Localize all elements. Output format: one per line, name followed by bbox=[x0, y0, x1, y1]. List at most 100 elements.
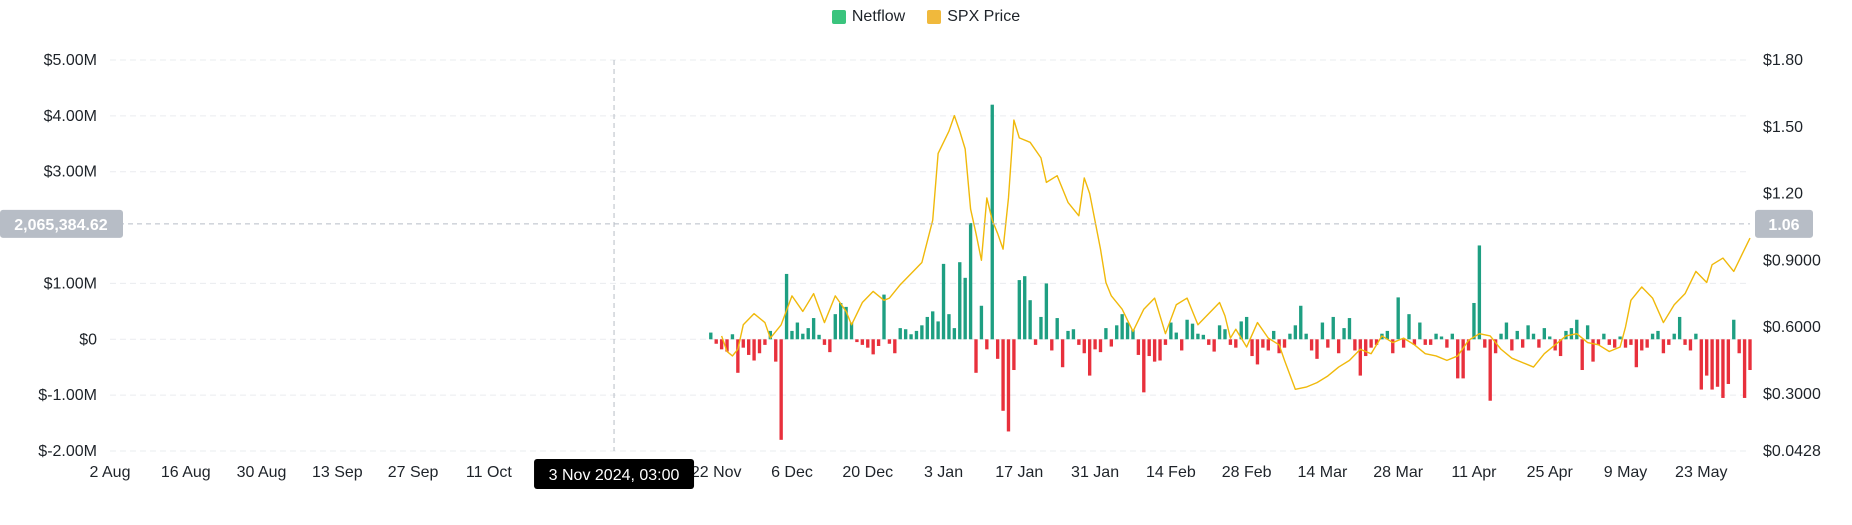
x-tick-label: 16 Aug bbox=[161, 464, 211, 481]
netflow-bar bbox=[1396, 297, 1400, 340]
netflow-bar bbox=[1342, 328, 1346, 340]
x-tick-label: 2 Aug bbox=[90, 464, 131, 481]
netflow-bar bbox=[1152, 339, 1157, 362]
netflow-bar bbox=[730, 334, 735, 340]
netflow-bar bbox=[882, 294, 886, 340]
x-tick-label: 14 Mar bbox=[1298, 464, 1348, 481]
netflow-bar bbox=[871, 339, 875, 355]
netflow-bar bbox=[714, 339, 718, 344]
netflow-bar bbox=[828, 339, 832, 353]
netflow-bar bbox=[1672, 333, 1676, 340]
netflow-bar bbox=[952, 328, 957, 340]
legend-item-netflow[interactable]: Netflow bbox=[831, 8, 906, 26]
netflow-bar bbox=[763, 339, 767, 345]
netflow-bar bbox=[1456, 339, 1460, 379]
x-tick-label: 3 Jan bbox=[924, 464, 963, 481]
netflow-bar bbox=[1244, 316, 1249, 340]
netflow-bar bbox=[1618, 336, 1622, 340]
x-tick-label: 20 Dec bbox=[842, 464, 893, 481]
netflow-bar bbox=[941, 263, 946, 340]
netflow-bar bbox=[801, 333, 805, 340]
netflow-bar bbox=[1477, 245, 1482, 340]
netflow-bar bbox=[1656, 330, 1660, 340]
netflow-bar bbox=[1742, 339, 1747, 398]
netflow-bar bbox=[844, 306, 848, 340]
netflow-bar bbox=[1715, 339, 1720, 387]
netflow-bar bbox=[833, 314, 837, 340]
netflow-bar bbox=[849, 322, 854, 340]
netflow-bar bbox=[1737, 339, 1741, 354]
netflow-bar bbox=[1185, 319, 1189, 340]
netflow-bar bbox=[1591, 339, 1595, 362]
netflow-bar bbox=[1326, 339, 1330, 348]
netflow-bar bbox=[979, 305, 984, 340]
y-left-tick-label: $3.00M bbox=[44, 164, 97, 181]
netflow-bar bbox=[1234, 339, 1238, 348]
netflow-bar bbox=[747, 339, 751, 355]
netflow-bar bbox=[784, 273, 789, 340]
netflow-bar bbox=[1207, 339, 1211, 345]
netflow-bar bbox=[1434, 333, 1438, 340]
netflow-bar bbox=[719, 339, 724, 350]
crosshair-right-value: 1.06 bbox=[1768, 217, 1799, 234]
netflow-bar bbox=[1732, 319, 1736, 340]
netflow-bar bbox=[822, 339, 827, 345]
netflow-bar bbox=[1228, 339, 1233, 345]
netflow-bar bbox=[860, 339, 865, 345]
netflow-bar bbox=[914, 330, 919, 340]
netflow-bar bbox=[1515, 330, 1519, 340]
y-right-tick-label: $0.9000 bbox=[1763, 252, 1821, 269]
legend-item-spx-price[interactable]: SPX Price bbox=[927, 8, 1020, 26]
netflow-bar bbox=[968, 223, 973, 340]
netflow-bar bbox=[795, 322, 800, 340]
netflow-bar bbox=[1385, 330, 1390, 340]
crosshair-left-badge bbox=[0, 209, 123, 238]
netflow-bar bbox=[1288, 333, 1292, 340]
x-tick-label: 30 Aug bbox=[237, 464, 287, 481]
netflow-bar bbox=[1466, 339, 1471, 351]
netflow-bar bbox=[1640, 339, 1644, 351]
netflow-bar bbox=[1050, 339, 1054, 351]
netflow-bar bbox=[1374, 339, 1379, 345]
netflow-bar bbox=[1369, 339, 1373, 348]
netflow-bar bbox=[1028, 300, 1032, 340]
legend-label-netflow: Netflow bbox=[851, 8, 906, 25]
netflow-bar bbox=[1250, 339, 1254, 357]
netflow-bar bbox=[1115, 325, 1119, 340]
netflow-bar bbox=[1071, 329, 1076, 340]
netflow-bar bbox=[1055, 318, 1059, 340]
netflow-bar bbox=[779, 339, 783, 440]
netflow-bar bbox=[768, 330, 773, 340]
netflow-bar bbox=[1060, 339, 1065, 368]
netflow-bar bbox=[1596, 339, 1601, 345]
netflow-bar bbox=[1331, 316, 1335, 340]
netflow-bar bbox=[1282, 339, 1287, 348]
netflow-bar bbox=[1677, 316, 1682, 340]
netflow-bar bbox=[1272, 330, 1276, 340]
netflow-bar bbox=[1699, 339, 1703, 390]
netflow-bar bbox=[1667, 339, 1671, 345]
netflow-bar bbox=[1196, 333, 1200, 340]
netflow-bar bbox=[931, 311, 935, 340]
netflow-bar bbox=[1450, 333, 1454, 340]
netflow-bar bbox=[1131, 329, 1135, 340]
netflow-bar bbox=[741, 339, 745, 348]
netflow-bar bbox=[752, 339, 756, 361]
y-left-tick-label: $0 bbox=[79, 331, 97, 348]
x-tick-label: 11 Oct bbox=[466, 464, 513, 481]
crosshair-date-badge bbox=[534, 459, 695, 489]
netflow-bar bbox=[1694, 333, 1698, 340]
netflow-bar bbox=[1629, 339, 1633, 345]
netflow-bar bbox=[1710, 339, 1714, 390]
netflow-bar bbox=[1401, 339, 1406, 348]
netflow-bar bbox=[1006, 339, 1011, 432]
x-tick-label: 9 May bbox=[1604, 464, 1648, 481]
netflow-bar bbox=[1472, 302, 1476, 340]
netflow-bar bbox=[1418, 322, 1422, 340]
y-left-tick-label: $-1.00M bbox=[38, 387, 97, 404]
netflow-bar bbox=[1109, 339, 1113, 347]
netflow-bar bbox=[1104, 328, 1108, 340]
netflow-bar bbox=[1320, 322, 1325, 340]
netflow-bar bbox=[1428, 339, 1433, 345]
